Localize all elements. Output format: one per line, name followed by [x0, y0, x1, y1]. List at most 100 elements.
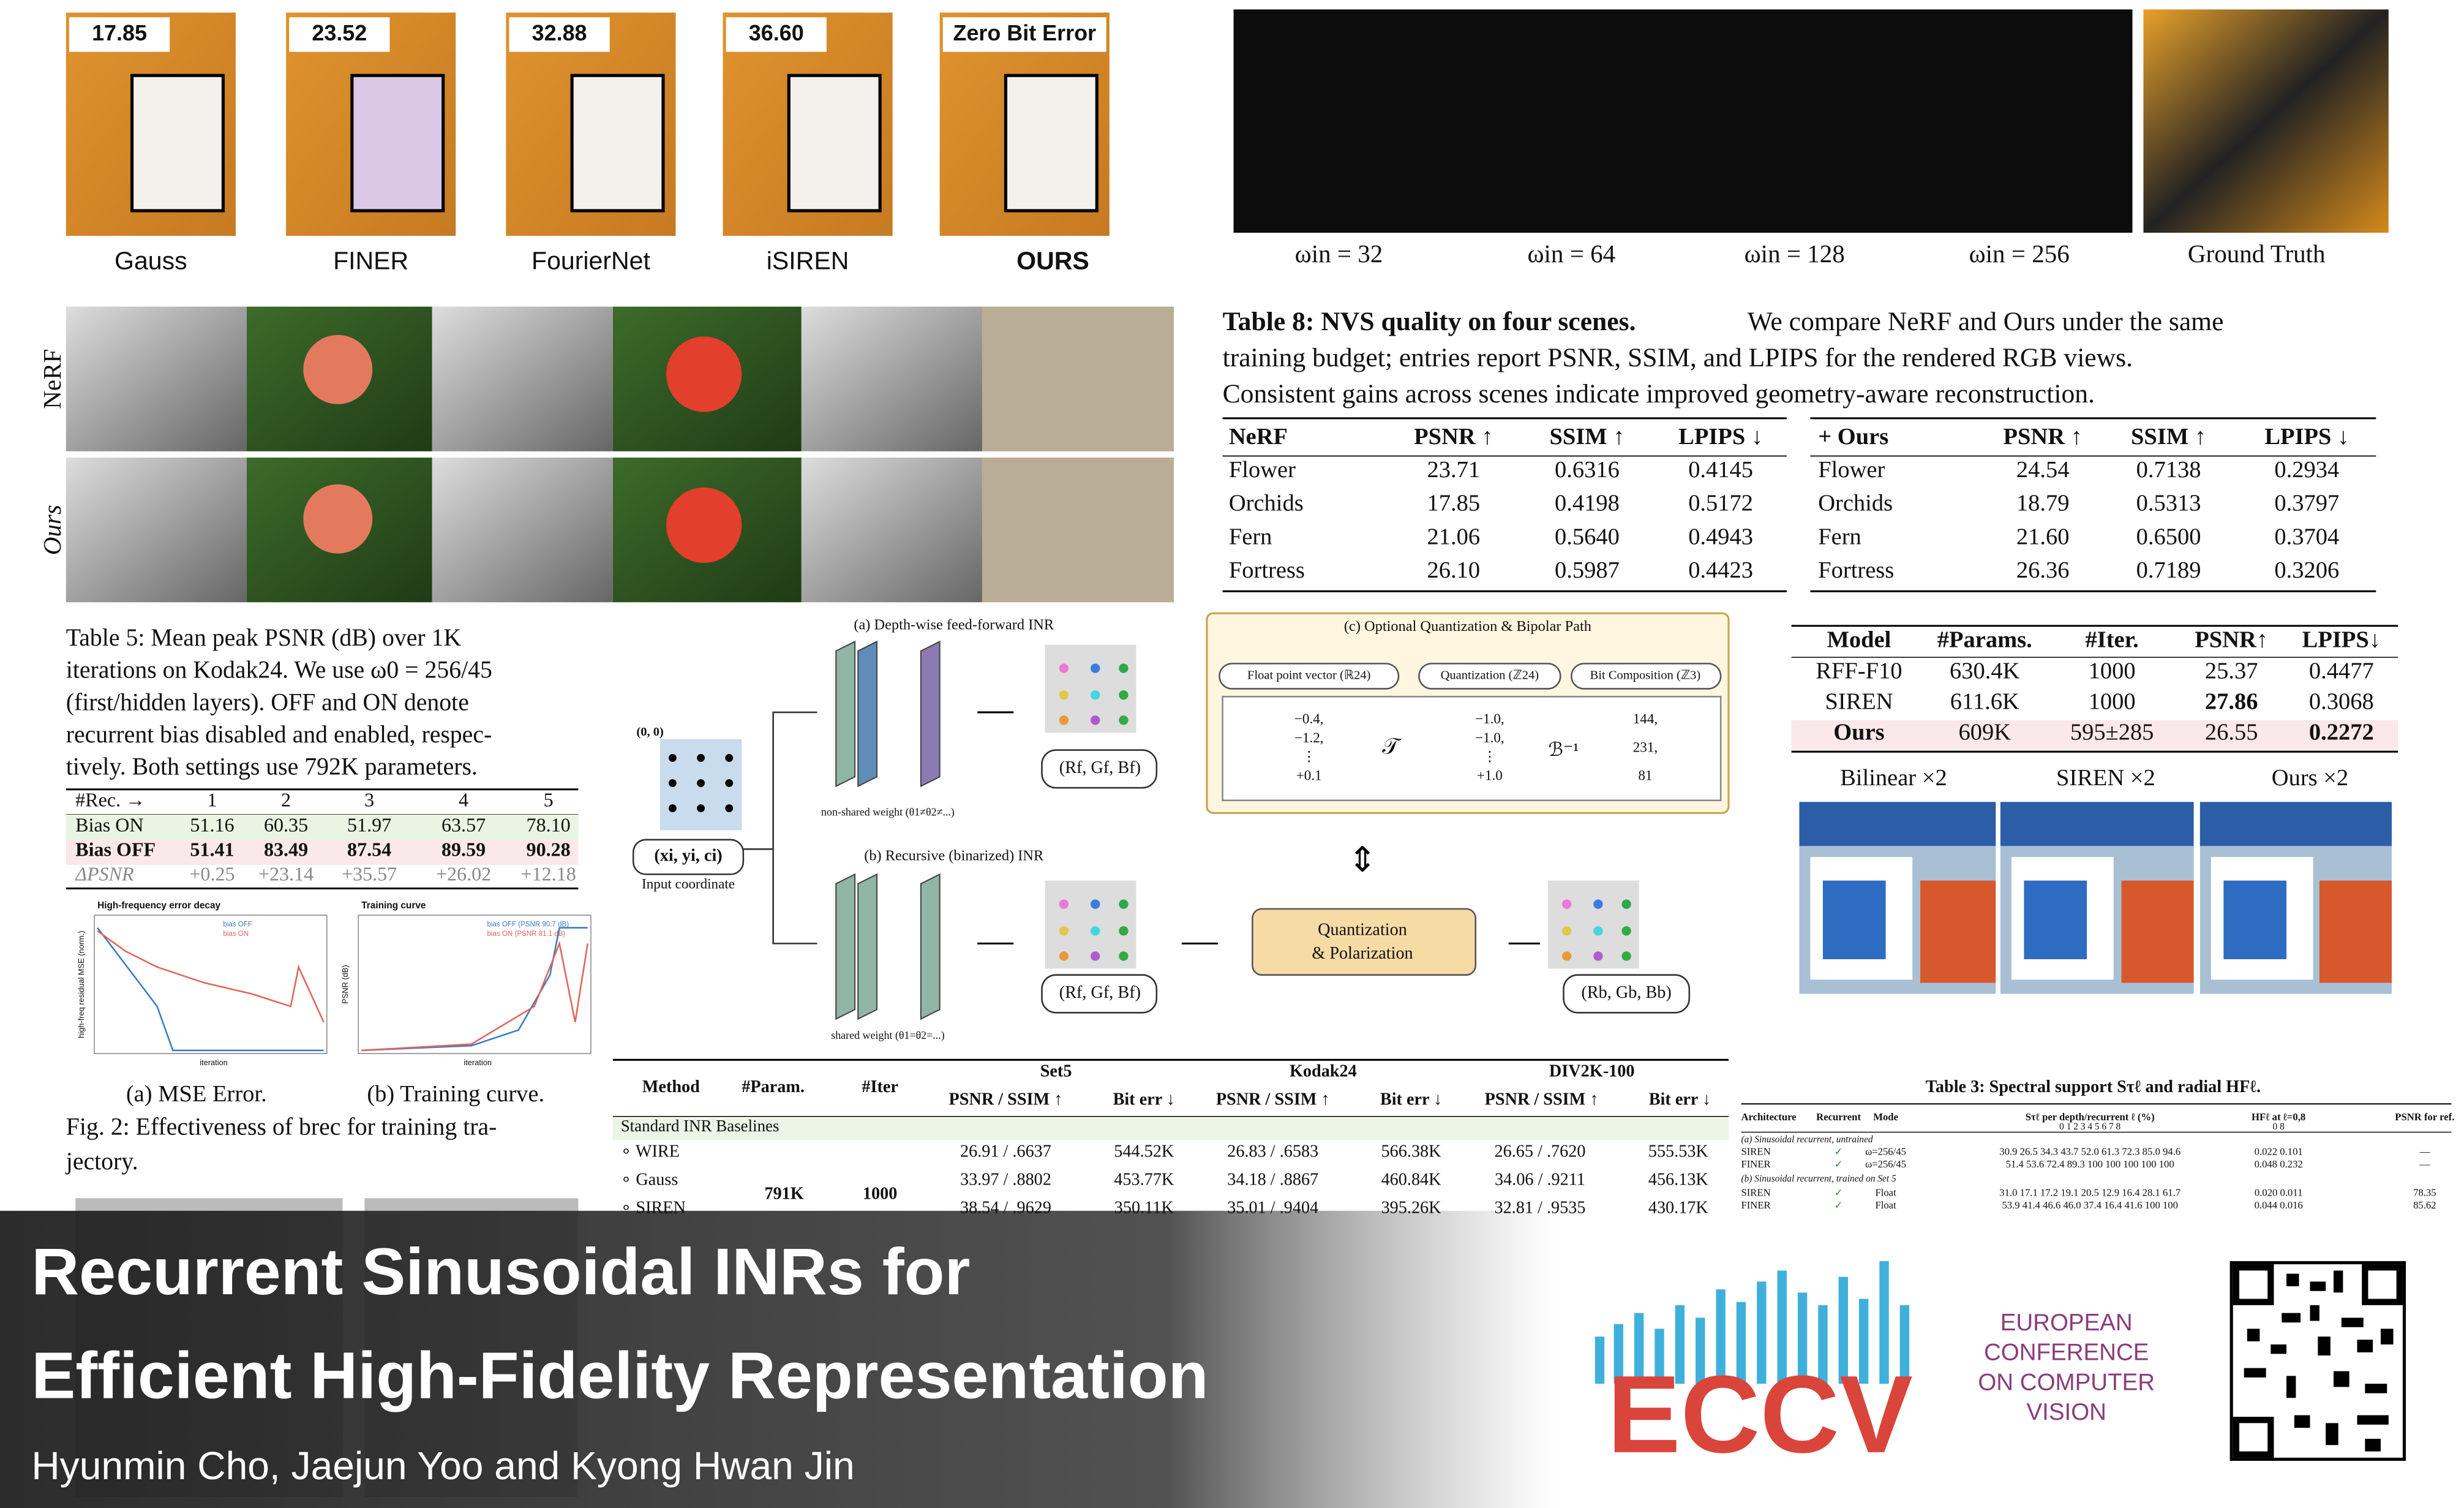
table-cell: 33.97 / .8802: [960, 1170, 1051, 1189]
table-cell: 30.9 26.5 34.3 43.7 52.0 61.3 72.3 85.0 …: [1999, 1146, 2180, 1158]
row-highlight: [66, 814, 579, 840]
table-cell: 78.10: [527, 814, 571, 836]
method-label: FourierNet: [531, 247, 650, 275]
ground-truth-image: [2143, 9, 2389, 233]
table-cell: 1000: [863, 1185, 897, 1204]
table-cell: 0.5987: [1555, 557, 1620, 583]
table-cell: 555.53K: [1648, 1142, 1709, 1161]
caption: (first/hidden layers). OFF and ON denote: [66, 688, 469, 715]
table-header: Set5: [1040, 1061, 1072, 1080]
score-box: [289, 17, 390, 52]
caption: Fig. 2: Effectiveness of brec for traini…: [66, 1113, 497, 1140]
subcaption: (b) Training curve.: [367, 1081, 544, 1107]
table-cell: 453.77K: [1114, 1170, 1174, 1189]
table-cell: 53.9 41.4 46.6 46.0 37.4 16.4 41.6 100 1…: [2002, 1199, 2178, 1211]
eccv-text: VISION: [2026, 1399, 2106, 1425]
table-cell: 63.57: [441, 814, 486, 836]
table-cell: 0.2934: [2274, 457, 2339, 483]
table-header: 1: [207, 789, 217, 811]
table-cell: 27.86: [2205, 689, 2258, 715]
score-box: [69, 17, 170, 52]
diagram-label: (Rf, Gf, Bf): [1059, 983, 1141, 1002]
score-label: 36.60: [749, 20, 804, 45]
table-header: PSNR↑: [2195, 627, 2268, 652]
table-section: Standard INR Baselines: [621, 1117, 779, 1135]
omega-label: ωin = 64: [1528, 239, 1616, 268]
diagram-label: (0, 0): [636, 725, 663, 739]
omega-label: ωin = 32: [1295, 239, 1383, 268]
vector-entry: ⋮: [1482, 748, 1497, 764]
table-section: (a) Sinusoidal recurrent, untrained: [1741, 1134, 1872, 1145]
table-cell: 21.60: [2016, 524, 2070, 549]
table-cell: Fern: [1229, 524, 1272, 549]
score-box: [942, 17, 1106, 52]
table-cell: —: [2419, 1146, 2430, 1158]
table-header: Recurrent: [1816, 1111, 1861, 1123]
table-cell: 0.5640: [1555, 524, 1620, 549]
table-cell: 609K: [1958, 720, 2011, 745]
score-label: 32.88: [532, 20, 587, 45]
authors: Hyunmin Cho, Jaejun Yoo and Kyong Hwan J…: [31, 1444, 854, 1488]
table-cell: 25.37: [2205, 658, 2258, 684]
table-cell: 0.3206: [2274, 557, 2339, 583]
diagram-label: Bit Composition (ℤ3): [1590, 669, 1701, 682]
table-header: #Param.: [742, 1077, 805, 1096]
legend-entry: bias ON: [223, 930, 249, 938]
table-header: Method: [642, 1077, 700, 1096]
table-cell: ω=256/45: [1865, 1146, 1906, 1158]
row-highlight: [1791, 720, 2398, 750]
vector-entry: 81: [1638, 767, 1652, 783]
table-header: SSIM ↑: [2131, 424, 2206, 450]
omega-label: ωin = 256: [1969, 239, 2070, 268]
table-cell: 0.4943: [1688, 524, 1753, 549]
nvs-images: [66, 306, 1174, 603]
diagram-label: non-shared weight (θ1≠θ2≠...): [821, 805, 955, 818]
table-cell: 0.4477: [2309, 658, 2374, 684]
table-cell: 23.71: [1427, 457, 1481, 483]
table-cell: 26.65 / .7620: [1495, 1142, 1586, 1161]
subcaption: (a) MSE Error.: [126, 1081, 267, 1107]
table-header: 0 8: [2273, 1122, 2285, 1132]
table-cell: 17.85: [1427, 491, 1481, 516]
vector-entry: +1.0: [1477, 767, 1503, 783]
vector-entry: 144,: [1633, 711, 1658, 726]
table-cell: Flower: [1818, 457, 1885, 483]
table-cell: 18.79: [2016, 491, 2070, 516]
diagram-label: (a) Depth-wise feed-forward INR: [854, 616, 1054, 633]
table-cell: 51.16: [190, 814, 234, 836]
table-header: PSNR / SSIM ↑: [949, 1090, 1063, 1109]
diagram-label: (Rf, Gf, Bf): [1059, 758, 1141, 777]
caption: We compare NeRF and Ours under the same: [1748, 307, 2224, 336]
diagram-label: ℬ⁻¹: [1549, 739, 1579, 760]
table-cell: 0.7189: [2136, 557, 2201, 583]
table-cell: ✓: [1835, 1199, 1843, 1211]
table-cell: Orchids: [1818, 491, 1893, 516]
table-cell: ∘ Gauss: [621, 1170, 678, 1189]
table-cell: 38.54 / .9629: [960, 1199, 1051, 1218]
table-cell: SIREN: [1741, 1146, 1770, 1158]
table-header: PSNR ↑: [1414, 424, 1493, 450]
table-cell: 0.3704: [2274, 524, 2339, 549]
table-cell: Flower: [1229, 457, 1296, 483]
table-cell: 0.2272: [2309, 720, 2374, 745]
sr-images: [1799, 802, 2392, 994]
table-header: Kodak24: [1290, 1061, 1357, 1080]
table-header: 5: [544, 789, 554, 811]
table-cell: FINER: [1741, 1199, 1771, 1211]
table-header: HFℓ at ℓ=0,8: [2252, 1111, 2305, 1123]
method-label: FINER: [333, 247, 408, 275]
vector-entry: −0.4,: [1294, 711, 1324, 726]
table-cell: ✓: [1835, 1158, 1843, 1170]
table-header: PSNR for ref.: [2395, 1111, 2454, 1123]
sr-label: Ours ×2: [2272, 765, 2348, 791]
table-header: #Params.: [1937, 627, 2032, 652]
omega-label: ωin = 128: [1745, 239, 1845, 268]
table-cell: 0.044 0.016: [2255, 1199, 2303, 1211]
caption: jectory.: [65, 1148, 138, 1175]
poster-title: Efficient High-Fidelity Representation: [31, 1338, 1208, 1412]
diagram-label: & Polarization: [1312, 944, 1413, 963]
table-header: Bit err ↓: [1380, 1090, 1442, 1109]
table-cell: +0.25: [189, 862, 235, 884]
table-cell: SIREN: [1741, 1186, 1770, 1198]
